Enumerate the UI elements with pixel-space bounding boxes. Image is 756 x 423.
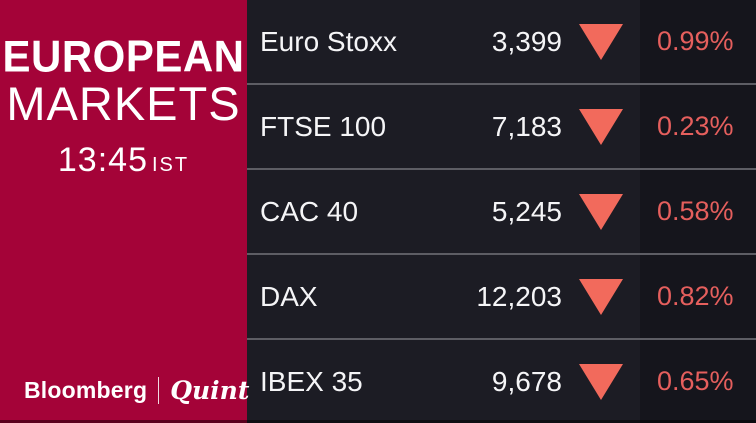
index-value: 7,183: [491, 110, 562, 142]
change-percent: 0.82%: [640, 255, 756, 338]
change-percent: 0.58%: [640, 170, 756, 253]
change-percent: 0.65%: [640, 340, 756, 423]
table-row: DAX 12,203 0.82%: [247, 255, 756, 340]
logo-divider: [158, 377, 160, 404]
title-markets: MARKETS: [6, 77, 241, 130]
index-name: DAX: [260, 280, 318, 312]
index-name: Euro Stoxx: [260, 25, 397, 57]
table-row: Euro Stoxx 3,399 0.99%: [247, 0, 756, 85]
index-name: FTSE 100: [260, 110, 387, 142]
arrow-cell: [562, 108, 640, 145]
table-row: IBEX 35 9,678 0.65%: [247, 340, 756, 423]
page-title: EUROPEAN MARKETS: [0, 31, 247, 130]
bloomberg-quint-logo: Bloomberg Quint: [24, 376, 249, 405]
arrow-cell: [562, 278, 640, 315]
time-zone-label: IST: [151, 154, 190, 176]
index-value: 3,399: [491, 25, 562, 57]
market-table: Euro Stoxx 3,399 0.99% FTSE 100 7,183 0.…: [247, 0, 756, 423]
down-arrow-icon: [579, 193, 623, 230]
brand-panel: EUROPEAN MARKETS 13:45 IST Bloomberg Quin…: [0, 0, 249, 423]
quint-wordmark: Quint: [170, 376, 250, 405]
down-arrow-icon: [579, 363, 623, 400]
arrow-cell: [562, 363, 640, 400]
index-value: 5,245: [491, 195, 562, 227]
title-european: EUROPEAN: [2, 31, 245, 82]
index-name: CAC 40: [260, 195, 359, 227]
index-name: IBEX 35: [260, 365, 363, 397]
table-row: FTSE 100 7,183 0.23%: [247, 85, 756, 170]
index-value: 9,678: [491, 365, 562, 397]
table-row: CAC 40 5,245 0.58%: [247, 170, 756, 255]
bloomberg-wordmark: Bloomberg: [24, 377, 148, 403]
time-value: 13:45: [57, 141, 148, 179]
down-arrow-icon: [579, 108, 623, 145]
change-percent: 0.99%: [640, 0, 756, 83]
arrow-cell: [562, 23, 640, 60]
arrow-cell: [562, 193, 640, 230]
change-percent: 0.23%: [640, 85, 756, 168]
index-value: 12,203: [476, 280, 562, 312]
down-arrow-icon: [579, 278, 623, 315]
down-arrow-icon: [579, 23, 623, 60]
timestamp: 13:45 IST: [0, 141, 247, 180]
